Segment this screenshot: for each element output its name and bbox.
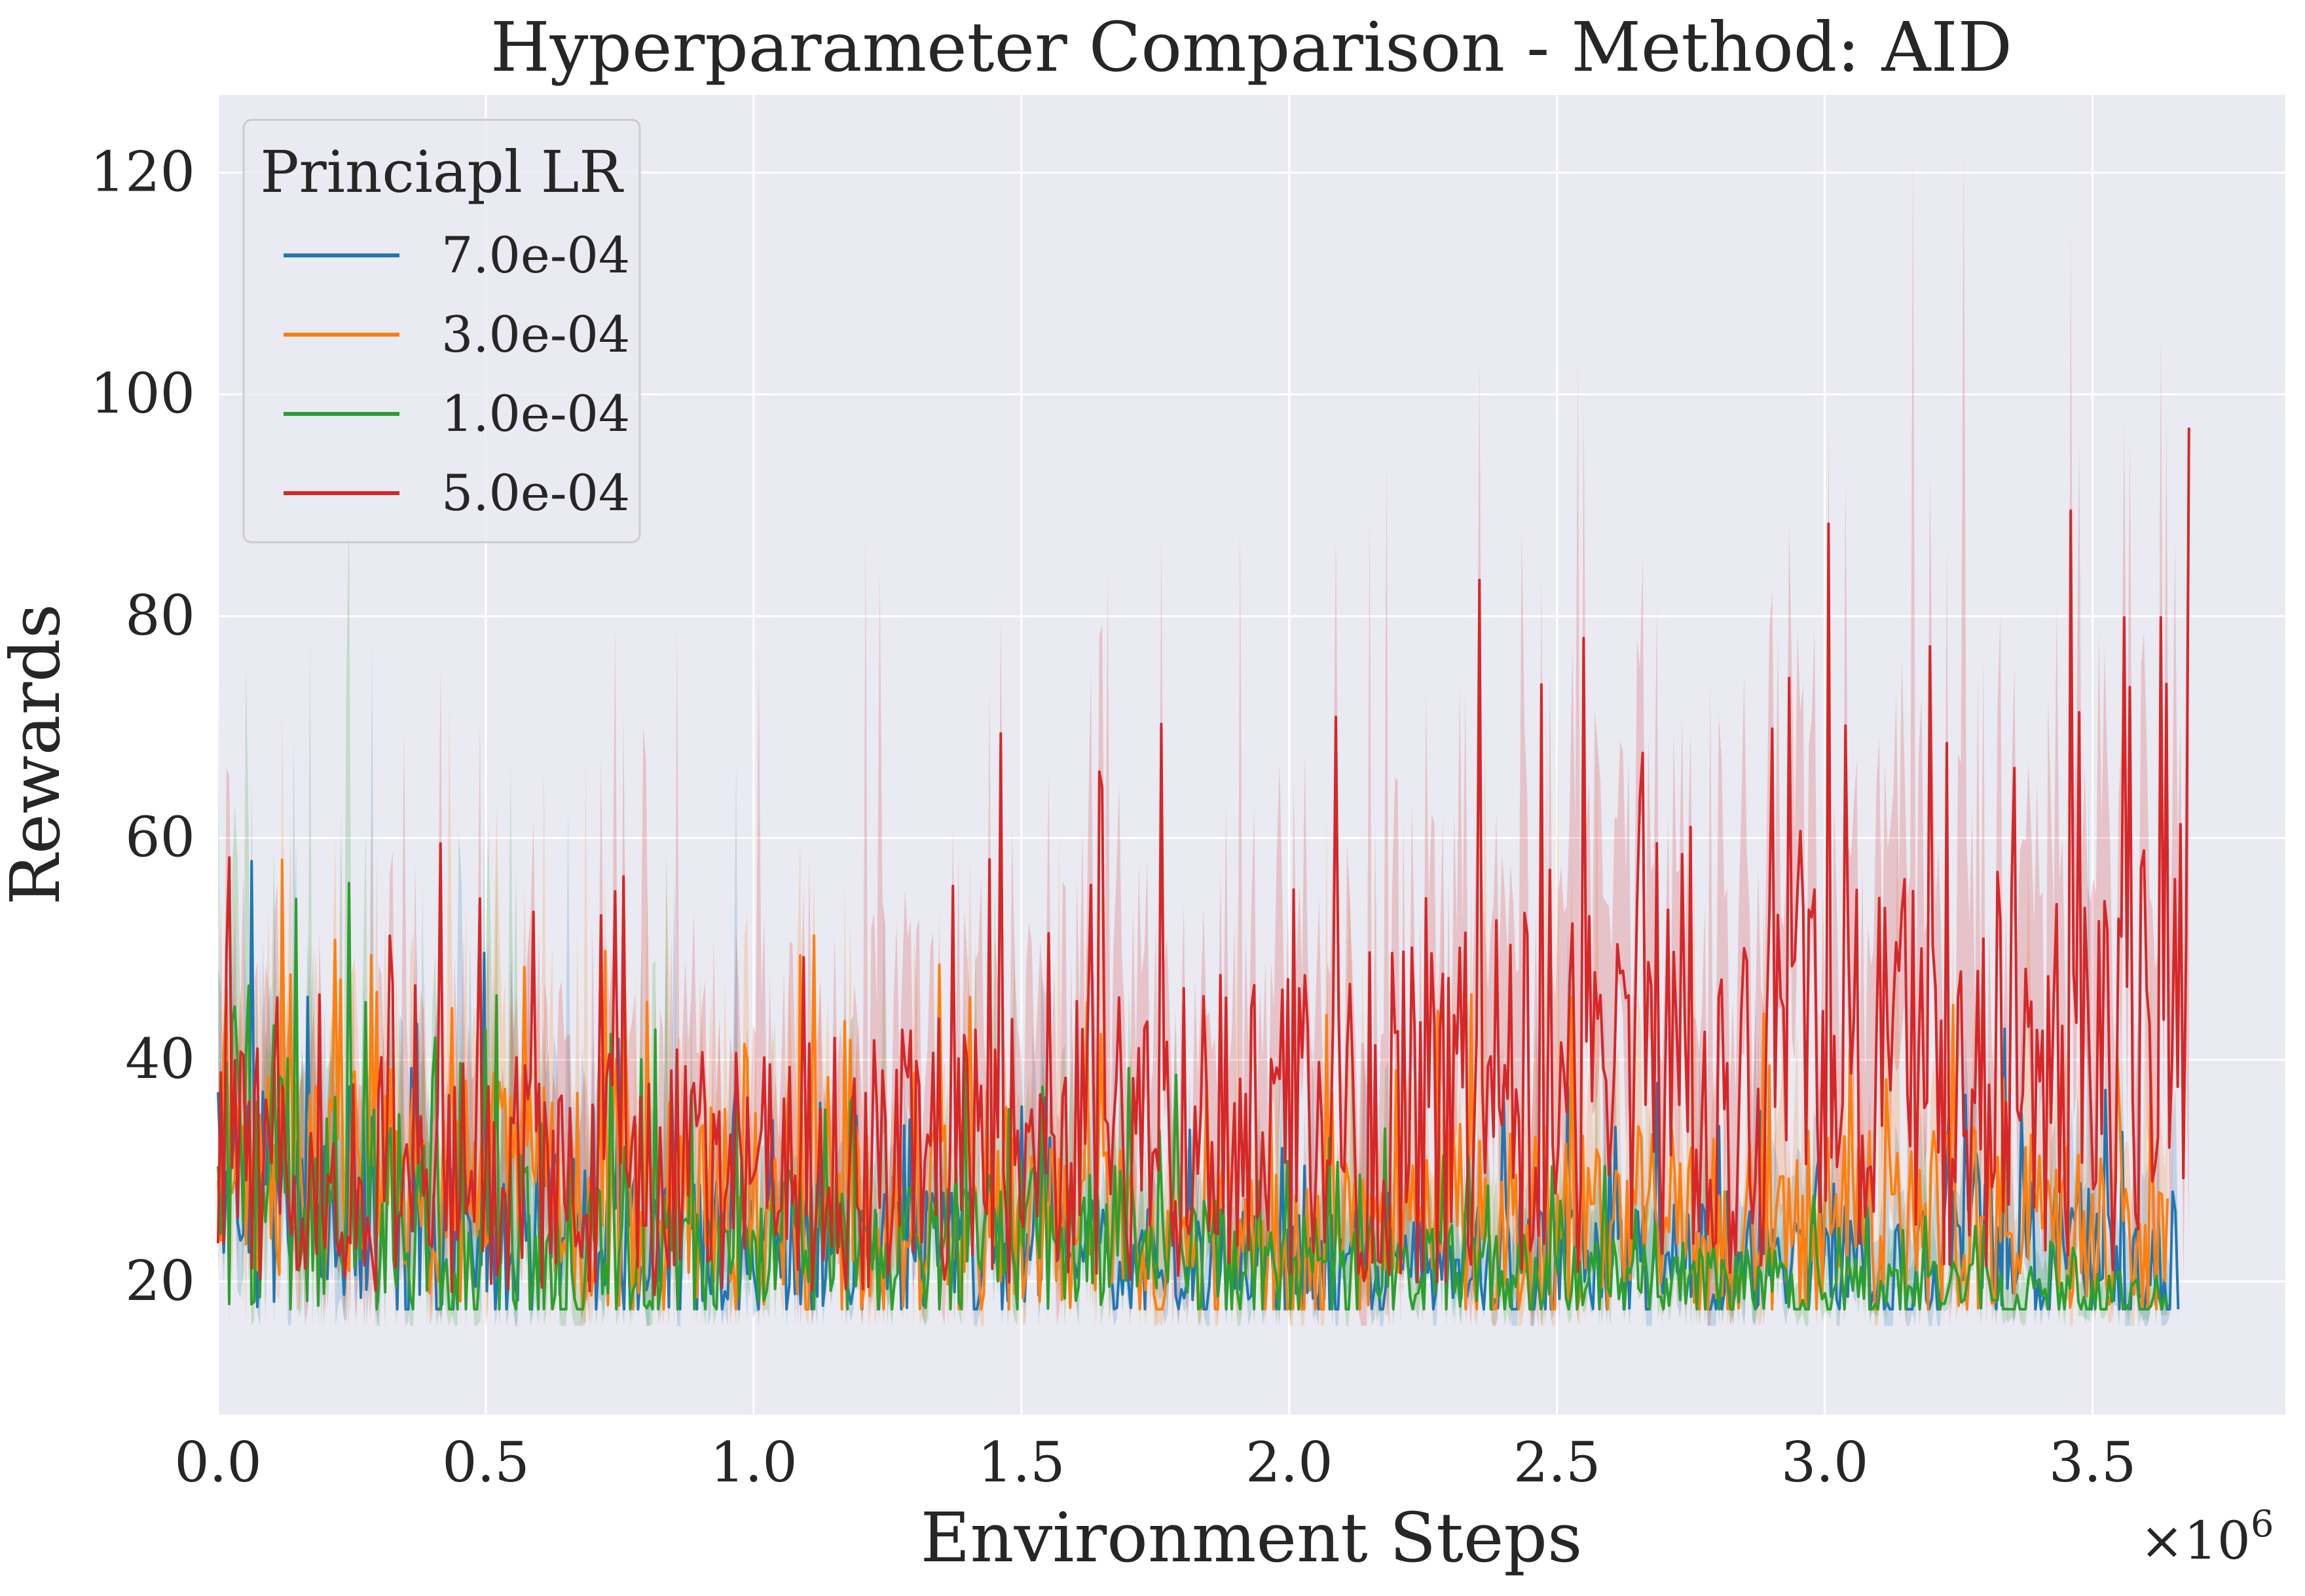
y-tick-label: 120 bbox=[90, 140, 195, 204]
x-multiplier-base: ×10 bbox=[2140, 1510, 2251, 1571]
x-axis-label: Environment Steps bbox=[921, 1498, 1583, 1578]
y-tick-label: 80 bbox=[125, 584, 195, 648]
x-tick-label: 3.5 bbox=[2049, 1430, 2137, 1494]
legend-label: 7.0e-04 bbox=[441, 226, 630, 284]
y-tick-label: 20 bbox=[125, 1249, 195, 1313]
x-tick-labels: 0.0 0.5 1.0 1.5 2.0 2.5 3.0 3.5 bbox=[174, 1430, 2136, 1494]
legend-items: 7.0e-04 3.0e-04 1.0e-04 5.0e-04 bbox=[284, 226, 630, 522]
legend-entry-5-0e-04: 5.0e-04 bbox=[284, 464, 630, 522]
x-multiplier-exponent: 6 bbox=[2251, 1503, 2274, 1546]
legend: Princiapl LR 7.0e-04 3.0e-04 1.0e-04 5.0e-0… bbox=[242, 119, 641, 544]
series-5-0e-04-line bbox=[217, 427, 2190, 1297]
x-tick-label: 1.5 bbox=[978, 1430, 1065, 1494]
svg-text:×106: ×106 bbox=[2140, 1503, 2274, 1571]
legend-box bbox=[242, 119, 641, 544]
x-tick-label: 1.0 bbox=[710, 1430, 798, 1494]
x-tick-label: 2.0 bbox=[1245, 1430, 1333, 1494]
legend-title: Princiapl LR bbox=[260, 138, 624, 206]
legend-label: 1.0e-04 bbox=[441, 384, 630, 443]
legend-label: 5.0e-04 bbox=[441, 464, 630, 522]
x-tick-label: 0.0 bbox=[174, 1430, 262, 1494]
chart-title: Hyperparameter Comparison - Method: AID bbox=[490, 7, 2012, 87]
legend-entry-7-0e-04: 7.0e-04 bbox=[284, 226, 630, 284]
y-tick-labels: 20 40 60 80 100 120 bbox=[90, 140, 195, 1313]
series-5-0e-04-band bbox=[218, 150, 2189, 1326]
y-axis-label: Rewards bbox=[0, 604, 75, 906]
x-multiplier: ×106 bbox=[2140, 1503, 2274, 1571]
series-lines bbox=[217, 427, 2190, 1311]
x-tick-label: 3.0 bbox=[1781, 1430, 1869, 1494]
x-tick-label: 0.5 bbox=[442, 1430, 530, 1494]
legend-label: 3.0e-04 bbox=[441, 305, 630, 363]
x-tick-label: 2.5 bbox=[1513, 1430, 1601, 1494]
y-tick-label: 40 bbox=[125, 1027, 195, 1091]
legend-entry-1-0e-04: 1.0e-04 bbox=[284, 384, 630, 443]
y-tick-label: 60 bbox=[125, 805, 195, 869]
legend-entry-3-0e-04: 3.0e-04 bbox=[284, 305, 630, 363]
y-tick-label: 100 bbox=[90, 362, 195, 426]
